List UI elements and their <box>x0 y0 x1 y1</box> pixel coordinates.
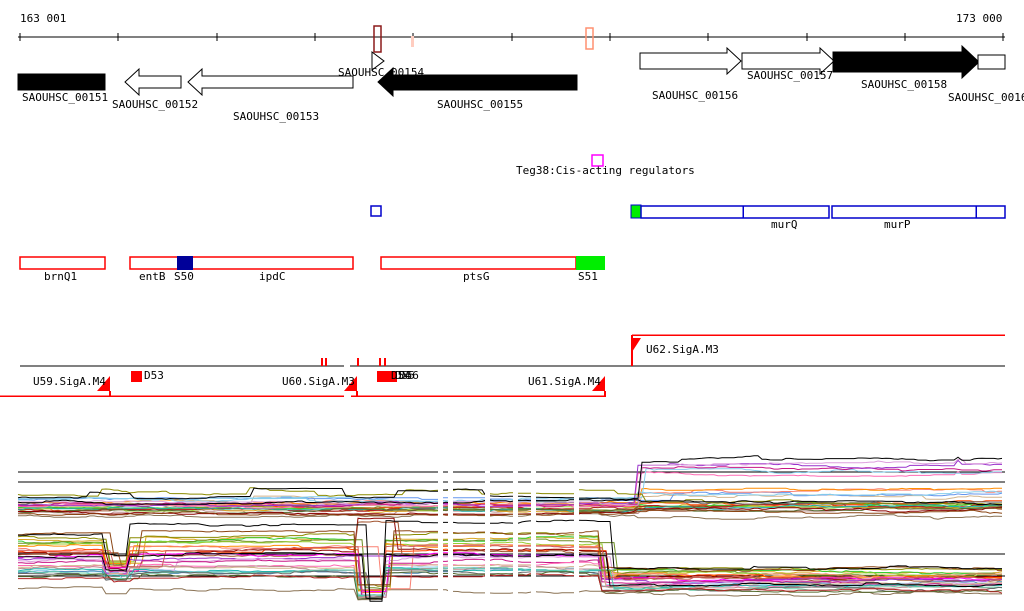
red-operon-box-0[interactable] <box>19 256 106 270</box>
operon-start-square[interactable] <box>630 204 642 219</box>
expression-series <box>17 520 1003 582</box>
blue-feature-box[interactable] <box>370 205 382 217</box>
gene-arrow-SAOUHSC_00156[interactable] <box>639 46 742 76</box>
expression-series <box>18 519 1002 602</box>
gene-arrow-SAOUHSC_00154[interactable] <box>371 51 385 71</box>
tu-label-U59.SigA.M4: U59.SigA.M4 <box>33 375 106 388</box>
gene-arrow-SAOUHSC_00155[interactable] <box>377 66 578 98</box>
masked-region-gap <box>448 455 453 601</box>
expression-series <box>18 573 1003 594</box>
red-operon-box-1[interactable] <box>129 256 354 270</box>
ruler-end-coordinate: 173 000 <box>956 12 1003 25</box>
masked-region-gap <box>513 455 518 601</box>
operon-box-murQ[interactable] <box>640 205 830 219</box>
operon-label-murP: murP <box>884 218 911 231</box>
gene-arrow-SAOUHSC_00158[interactable] <box>832 44 980 80</box>
gene-label-SAOUHSC_00158: SAOUHSC_00158 <box>861 78 948 91</box>
expression-series <box>18 512 1003 520</box>
downstream-box-D54|D55|D56[interactable] <box>377 371 397 382</box>
gene-label-SAOUHSC_00157: SAOUHSC_00157 <box>747 69 834 82</box>
red-operon-label-ptsG: ptsG <box>463 270 490 283</box>
pink-tick[interactable] <box>411 36 414 47</box>
expression-series <box>18 545 1003 591</box>
expression-series <box>17 586 1002 601</box>
red-operon-box-2[interactable] <box>380 256 577 270</box>
expression-series <box>17 544 1002 590</box>
expression-series <box>18 552 1002 600</box>
ruler-start-coordinate: 163 001 <box>20 12 67 25</box>
gene-arrow-SAOUHSC_00160[interactable] <box>977 54 1006 70</box>
gene-label-SAOUHSC_00153: SAOUHSC_00153 <box>233 110 320 123</box>
expression-series <box>18 530 1002 586</box>
tu-label-U60.SigA.M3: U60.SigA.M3 <box>282 375 355 388</box>
srna-label-S50: S50 <box>174 270 194 283</box>
gene-arrow-SAOUHSC_00157[interactable] <box>741 46 835 76</box>
expression-series <box>18 541 1003 592</box>
promoter-flag-U61.SigA.M4[interactable] <box>592 376 605 391</box>
red-operon-label-brnQ1: brnQ1 <box>44 270 78 283</box>
expression-series <box>17 565 1003 599</box>
expression-series <box>17 506 1002 514</box>
tu-label-U61.SigA.M4: U61.SigA.M4 <box>528 375 601 388</box>
expression-series <box>18 466 1002 508</box>
promoter-flag-U59.SigA.M4[interactable] <box>97 376 110 391</box>
gene-label-SAOUHSC_00155: SAOUHSC_00155 <box>437 98 524 111</box>
gene-label-SAOUHSC_00160: SAOUHSC_00160 <box>948 91 1024 104</box>
expression-series <box>18 571 1002 600</box>
tu-label-U62.SigA.M3: U62.SigA.M3 <box>646 343 719 356</box>
expression-series <box>17 499 1002 506</box>
cis-regulator-box[interactable] <box>591 154 604 167</box>
gene-label-SAOUHSC_00151: SAOUHSC_00151 <box>22 91 109 104</box>
red-operon-label-entB: entB <box>139 270 166 283</box>
expression-series <box>17 487 1003 505</box>
srna-label-S51: S51 <box>578 270 598 283</box>
expression-series <box>17 455 1003 500</box>
gene-arrow-SAOUHSC_00152[interactable] <box>124 67 182 97</box>
regulator-track-label: Teg38:Cis-acting regulators <box>516 164 695 177</box>
expression-series <box>18 508 1003 516</box>
srna-box-S51[interactable] <box>576 256 605 270</box>
downstream-box-D53[interactable] <box>131 371 142 382</box>
expression-series <box>18 558 1003 598</box>
d-label-D56: D56 <box>399 369 419 382</box>
gene-arrow-SAOUHSC_00153[interactable] <box>187 67 354 97</box>
masked-region-gap <box>485 455 490 601</box>
d-label-D54: D54 <box>391 369 411 382</box>
promoter-flag-U62.SigA.M3[interactable] <box>632 338 641 352</box>
dark-red-feature-box[interactable] <box>373 25 382 53</box>
operon-label-murQ: murQ <box>771 218 798 231</box>
srna-box-S50[interactable] <box>177 256 193 270</box>
gene-label-SAOUHSC_00152: SAOUHSC_00152 <box>112 98 199 111</box>
masked-region-gap <box>574 455 579 601</box>
expression-series <box>18 536 1002 592</box>
masked-region-gap <box>438 455 443 601</box>
red-operon-label-ipdC: ipdC <box>259 270 286 283</box>
d-label-D53: D53 <box>144 369 164 382</box>
expression-series <box>18 504 1002 513</box>
d-label-D55: D55 <box>395 369 415 382</box>
gene-arrow-SAOUHSC_00151[interactable] <box>17 73 106 91</box>
masked-region-gap <box>531 455 536 601</box>
expression-series <box>17 490 1002 503</box>
operon-box-murP[interactable] <box>831 205 1006 219</box>
gene-label-SAOUHSC_00154: SAOUHSC_00154 <box>338 66 425 79</box>
promoter-flag-U60.SigA.M3[interactable] <box>344 376 357 391</box>
salmon-feature-box[interactable] <box>585 27 594 50</box>
gene-label-SAOUHSC_00156: SAOUHSC_00156 <box>652 89 739 102</box>
